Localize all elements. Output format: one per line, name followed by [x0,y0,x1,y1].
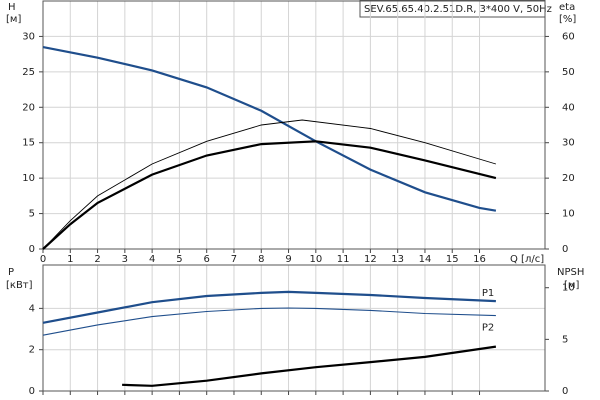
curve [122,345,497,387]
x-tick-label: 5 [176,254,182,265]
x-tick-label: 13 [391,254,404,265]
y-tick-label: 25 [22,67,35,78]
y2-axis-label: NPSH [557,267,584,278]
x-tick-label: 11 [337,254,350,265]
series-label: P1 [482,288,494,299]
x-tick-label: 7 [231,254,237,265]
y2-tick-label: 50 [562,67,575,78]
y-axis-label: P [8,267,14,278]
y-tick-label: 15 [22,138,35,149]
y-tick-label: 5 [29,209,35,220]
y-tick-label: 0 [29,386,35,397]
y2-axis-unit: [%] [559,14,576,25]
y2-tick-label: 0 [562,386,568,397]
y2-axis-unit: [м] [564,280,579,291]
x-tick-label: 16 [473,254,486,265]
y2-tick-label: 40 [562,102,575,113]
x-tick-label: 10 [309,254,322,265]
y-tick-label: 4 [29,303,35,314]
y-tick-label: 2 [29,345,35,356]
curve [42,307,496,336]
y2-tick-label: 60 [562,31,575,42]
x-tick-label: 3 [122,254,128,265]
y2-tick-label: 0 [562,244,568,255]
plot-frame [42,0,546,250]
y2-axis-label: eta [559,2,575,13]
y2-tick-label: 10 [562,283,575,294]
x-tick-label: 15 [446,254,459,265]
y-tick-label: 20 [22,102,35,113]
x-tick-label: 4 [149,254,155,265]
y-axis-unit: [м] [6,14,21,25]
y-tick-label: 0 [29,244,35,255]
x-axis-label: Q [л/с] [510,254,544,265]
curve [42,46,497,212]
curve [42,140,497,250]
x-tick-label: 14 [419,254,432,265]
curve [42,119,497,250]
x-tick-label: 12 [364,254,377,265]
grid [42,265,545,392]
y2-tick-label: 30 [562,138,575,149]
series-label: P2 [482,323,494,334]
curve [42,290,496,324]
y2-tick-label: 5 [562,334,568,345]
plot-frame [42,264,546,392]
y-tick-label: 10 [22,173,35,184]
x-tick-label: 1 [67,254,73,265]
x-tick-label: 6 [204,254,210,265]
x-tick-label: 0 [40,254,46,265]
y2-tick-label: 10 [562,209,575,220]
x-tick-label: 9 [285,254,291,265]
y-tick-label: 30 [22,31,35,42]
x-tick-label: 8 [258,254,264,265]
x-tick-label: 2 [94,254,100,265]
grid [42,1,545,250]
y-axis-label: H [8,2,16,13]
y2-tick-label: 20 [562,173,575,184]
chart-title: SEV.65.65.40.2.51D.R, 3*400 V, 50Hz [364,4,552,15]
y-axis-unit: [кВт] [6,280,33,291]
